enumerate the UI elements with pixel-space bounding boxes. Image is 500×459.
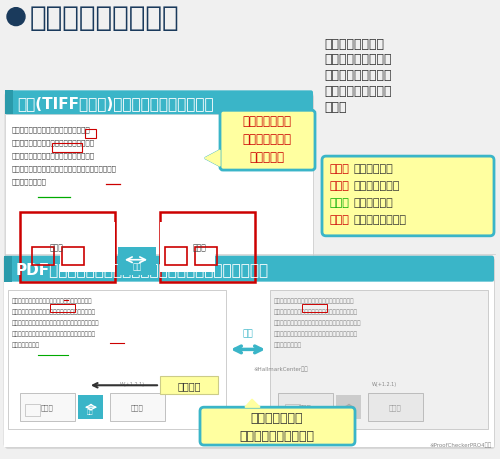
Bar	[20, 393, 75, 421]
Text: た場合、間違いを見落とす危険性もあります。デジタル: た場合、間違いを見落とす危険性もあります。デジタル	[12, 320, 100, 325]
Text: ※HallmarkCenter使用: ※HallmarkCenter使用	[254, 366, 308, 371]
Text: 画像(TIFFデータ)による照合が可能です。: 画像(TIFFデータ)による照合が可能です。	[17, 95, 214, 111]
Bar	[160, 376, 218, 394]
Text: ことができます。: ことができます。	[12, 341, 40, 347]
Text: 赤波線: 赤波線	[330, 164, 350, 174]
Circle shape	[7, 9, 25, 27]
Bar	[52, 144, 82, 153]
Text: チェックに加え、機: チェックに加え、機	[324, 53, 392, 67]
Text: ことができます。: ことができます。	[274, 341, 302, 347]
Text: 変更後: 変更後	[130, 404, 143, 411]
Text: 械的にも確認できる: 械的にも確認できる	[324, 69, 392, 82]
Text: が、誤って修正指示以外のところに変更がかかってい: が、誤って修正指示以外のところに変更がかかってい	[274, 309, 358, 314]
Text: 校正は、人間の目では見落としがちな違いも見つける: 校正は、人間の目では見落としがちな違いも見つける	[12, 331, 96, 336]
Bar	[78, 395, 103, 419]
FancyBboxPatch shape	[5, 258, 495, 449]
Bar	[302, 304, 327, 312]
Text: 緑斜線: 緑斜線	[330, 197, 350, 207]
Bar	[278, 393, 333, 421]
FancyBboxPatch shape	[5, 93, 313, 374]
Text: 校正では修正した箇所を人間の眼でチェ: 校正では修正した箇所を人間の眼でチェ	[12, 126, 91, 133]
Bar	[110, 393, 165, 421]
Bar	[4, 256, 12, 282]
FancyBboxPatch shape	[4, 256, 494, 447]
Text: が、誤って修正指示以外のところに変更か: が、誤って修正指示以外のところに変更か	[12, 139, 95, 146]
Polygon shape	[205, 151, 220, 167]
Text: 方法で校正をしてい: 方法で校正をしてい	[324, 85, 392, 98]
Text: 移動距離: 移動距離	[177, 381, 201, 391]
Text: 校正では修正した箇所を人間の眼でチェックします: 校正では修正した箇所を人間の眼でチェックします	[274, 298, 354, 303]
Text: 差異がある部分
にマーカーが表
示されます: 差異がある部分 にマーカーが表 示されます	[242, 114, 292, 163]
Text: 従来の目視による: 従来の目視による	[324, 38, 384, 50]
Text: 差異がなければ
グレーで表示されます: 差異がなければ グレーで表示されます	[240, 411, 314, 442]
Text: 比較: 比較	[242, 329, 254, 338]
Text: 変更後: 変更後	[193, 243, 207, 252]
Bar	[160, 222, 215, 272]
Text: ます。: ます。	[324, 101, 346, 114]
Text: 変更前: 変更前	[298, 404, 312, 411]
Text: た場合、間違いを見落とす危険性もあります。デジタル: た場合、間違いを見落とす危険性もあります。デジタル	[274, 320, 362, 325]
Text: W(+1.2.1): W(+1.2.1)	[372, 381, 397, 386]
FancyBboxPatch shape	[6, 95, 314, 375]
Bar	[160, 213, 255, 282]
Text: PDFデータ同士なら高度で正確なデータ照合が可能です。: PDFデータ同士なら高度で正確なデータ照合が可能です。	[16, 262, 269, 277]
Text: ※ProofCheckerPRO4使用: ※ProofCheckerPRO4使用	[430, 442, 492, 447]
FancyBboxPatch shape	[220, 111, 315, 171]
Text: 変更前: 変更前	[50, 243, 64, 252]
Bar	[336, 395, 361, 419]
Bar	[20, 213, 115, 282]
FancyBboxPatch shape	[322, 157, 494, 236]
Bar	[50, 304, 75, 312]
Bar	[8, 290, 226, 429]
Bar	[4, 282, 494, 447]
Bar	[285, 404, 300, 416]
FancyBboxPatch shape	[200, 407, 355, 445]
Bar	[60, 222, 115, 272]
FancyBboxPatch shape	[5, 91, 313, 115]
Polygon shape	[245, 399, 260, 407]
Text: 赤斜線: 赤斜線	[330, 180, 350, 190]
Text: 赤下線: 赤下線	[330, 214, 350, 224]
Bar	[32, 247, 54, 265]
Text: 比較: 比較	[132, 262, 141, 271]
FancyBboxPatch shape	[4, 256, 494, 282]
Text: 校正では修正した箇所を人間の目でチェックします: 校正では修正した箇所を人間の目でチェックします	[12, 298, 92, 303]
Text: 変更前: 変更前	[40, 404, 54, 411]
Text: 変更後: 変更後	[388, 404, 402, 411]
Text: 比較: 比較	[87, 409, 93, 414]
Bar	[25, 404, 40, 416]
Text: 校正は、人間の目では見落としがちな違いも見つける: 校正は、人間の目では見落としがちな違いも見つける	[274, 331, 358, 336]
Text: ことができます。: ことができます。	[12, 178, 47, 184]
Text: 校正は、人間の目では見落としがちな違いを見つける: 校正は、人間の目では見落としがちな違いを見つける	[12, 165, 117, 171]
Bar	[85, 130, 96, 139]
Bar	[60, 222, 115, 272]
Bar	[195, 247, 217, 265]
Text: ：文字色違い: ：文字色違い	[354, 197, 394, 207]
Bar	[5, 91, 13, 115]
Text: 比較: 比較	[345, 409, 351, 414]
Text: ：文字サイズ違い: ：文字サイズ違い	[354, 214, 407, 224]
Text: が、誤って修正指示以外のところに変更がかかってい: が、誤って修正指示以外のところに変更がかかってい	[12, 309, 96, 314]
Bar	[5, 115, 313, 374]
Bar	[165, 247, 187, 265]
Bar	[118, 247, 156, 275]
Text: ：フォント違い: ：フォント違い	[354, 180, 401, 190]
Text: ：文字列違い: ：文字列違い	[354, 164, 394, 174]
Bar	[62, 247, 84, 265]
Text: デジタル検査装置機: デジタル検査装置機	[30, 4, 180, 32]
Bar	[368, 393, 423, 421]
Text: た場合、間違いを見落とす危険性もありま: た場合、間違いを見落とす危険性もありま	[12, 152, 95, 158]
Bar	[270, 290, 488, 429]
Text: W(+1.2.1): W(+1.2.1)	[120, 381, 145, 386]
